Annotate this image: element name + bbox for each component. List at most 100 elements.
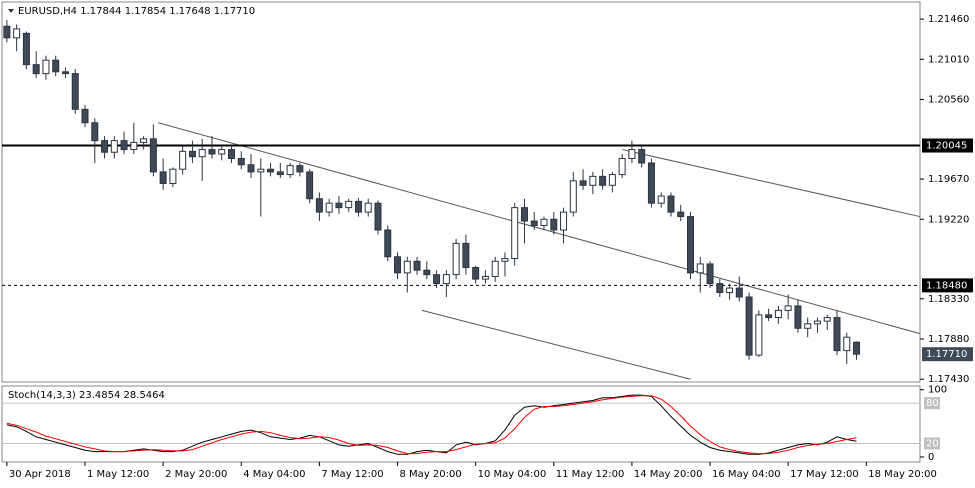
candle-body: [276, 171, 284, 176]
candle-body: [374, 202, 382, 231]
price-box: [922, 278, 973, 293]
price-box-label: 1.20045: [926, 141, 967, 152]
candle-body: [179, 150, 187, 170]
candle-body: [325, 202, 333, 213]
candle-body: [745, 296, 753, 356]
candle-body: [433, 274, 441, 285]
candle-body: [813, 320, 821, 325]
candle-body: [257, 168, 265, 173]
channel-line: [158, 122, 921, 335]
y-tick-label: 1.20560: [928, 95, 969, 106]
candle-body: [853, 341, 861, 355]
candle-body: [228, 149, 235, 159]
candle-body: [540, 218, 548, 227]
chart-title: EURUSD,H4 1.17844 1.17854 1.17648 1.1771…: [18, 6, 255, 17]
candle-body: [364, 202, 372, 213]
candle-body: [52, 59, 60, 73]
candle-body: [208, 149, 216, 155]
candle-body: [315, 198, 323, 213]
candle-body: [784, 305, 792, 311]
y-tick-label: 1.19220: [928, 214, 969, 225]
price-pane: [1, 1, 921, 383]
level-label: 20: [926, 439, 939, 450]
candle-body: [345, 200, 353, 209]
candle-body: [657, 195, 665, 204]
y-tick-label: 1.17880: [928, 334, 969, 345]
candle-body: [140, 138, 148, 143]
candle-body: [354, 200, 362, 213]
candle-body: [71, 73, 79, 110]
candle-body: [520, 207, 528, 222]
candle-body: [394, 256, 402, 274]
x-tick-label: 11 May 12:00: [556, 469, 625, 480]
y-tick-label: 1.21460: [928, 14, 969, 25]
candle-body: [667, 195, 675, 213]
channel-line: [622, 149, 921, 218]
candle-body: [110, 140, 118, 153]
level-box: [924, 397, 940, 410]
candle-body: [198, 149, 206, 158]
candle-body: [335, 202, 343, 209]
candle-body: [3, 25, 11, 39]
candle-body: [638, 149, 646, 164]
candle-body: [81, 108, 89, 124]
candle-body: [569, 180, 577, 213]
candle-body: [13, 28, 21, 39]
menu-arrow[interactable]: [8, 9, 14, 13]
x-tick-label: 18 May 20:00: [868, 469, 937, 480]
candle-body: [101, 140, 109, 153]
candle-body: [716, 283, 724, 294]
candle-body: [501, 258, 509, 262]
candle-body: [423, 269, 431, 276]
current-price-box: [922, 347, 973, 362]
level-label: 80: [926, 398, 939, 409]
x-tick-label: 16 May 04:00: [712, 469, 781, 480]
candle-body: [589, 175, 597, 186]
candle-body: [413, 260, 421, 271]
price-box: [922, 138, 973, 153]
y-tick-label: 1.21010: [928, 54, 969, 65]
x-tick-label: 1 May 12:00: [87, 469, 149, 480]
current-price-label: 1.17710: [926, 349, 967, 360]
level-box: [924, 437, 940, 450]
stoch-title: Stoch(14,3,3) 23.4854 28.5464: [8, 390, 165, 401]
candle-body: [843, 336, 851, 352]
candle-body: [774, 309, 782, 319]
candle-body: [823, 317, 831, 322]
y-tick-label: 100: [928, 385, 947, 396]
candle-body: [481, 275, 489, 280]
candle-body: [726, 287, 734, 294]
candle-body: [247, 164, 255, 173]
x-tick-label: 14 May 20:00: [634, 469, 703, 480]
candle-body: [286, 165, 294, 176]
candle-body: [696, 263, 704, 274]
candle-body: [735, 287, 743, 298]
x-tick-label: 4 May 04:00: [243, 469, 305, 480]
candle-body: [296, 165, 304, 173]
candle-body: [120, 140, 128, 151]
candle-body: [384, 229, 392, 258]
candle-body: [618, 157, 626, 176]
y-tick-label: 1.17430: [928, 374, 969, 385]
candle-body: [403, 260, 411, 274]
stoch-line: [6, 395, 857, 455]
candle-body: [530, 220, 538, 227]
x-tick-label: 10 May 04:00: [478, 469, 547, 480]
candle-body: [677, 211, 685, 218]
channel-line: [421, 309, 691, 380]
candle-body: [706, 263, 714, 285]
candle-body: [169, 168, 177, 185]
candle-body: [306, 171, 314, 200]
candle-body: [560, 211, 568, 231]
candle-body: [32, 64, 40, 75]
candle-body: [130, 141, 138, 151]
x-tick-label: 7 May 12:00: [321, 469, 383, 480]
candle-body: [511, 207, 519, 260]
candle-body: [550, 218, 558, 231]
y-tick-label: 0: [928, 452, 934, 463]
candle-body: [647, 162, 655, 204]
x-tick-label: 17 May 12:00: [790, 469, 859, 480]
candle-body: [765, 314, 773, 319]
candle-body: [218, 149, 226, 155]
